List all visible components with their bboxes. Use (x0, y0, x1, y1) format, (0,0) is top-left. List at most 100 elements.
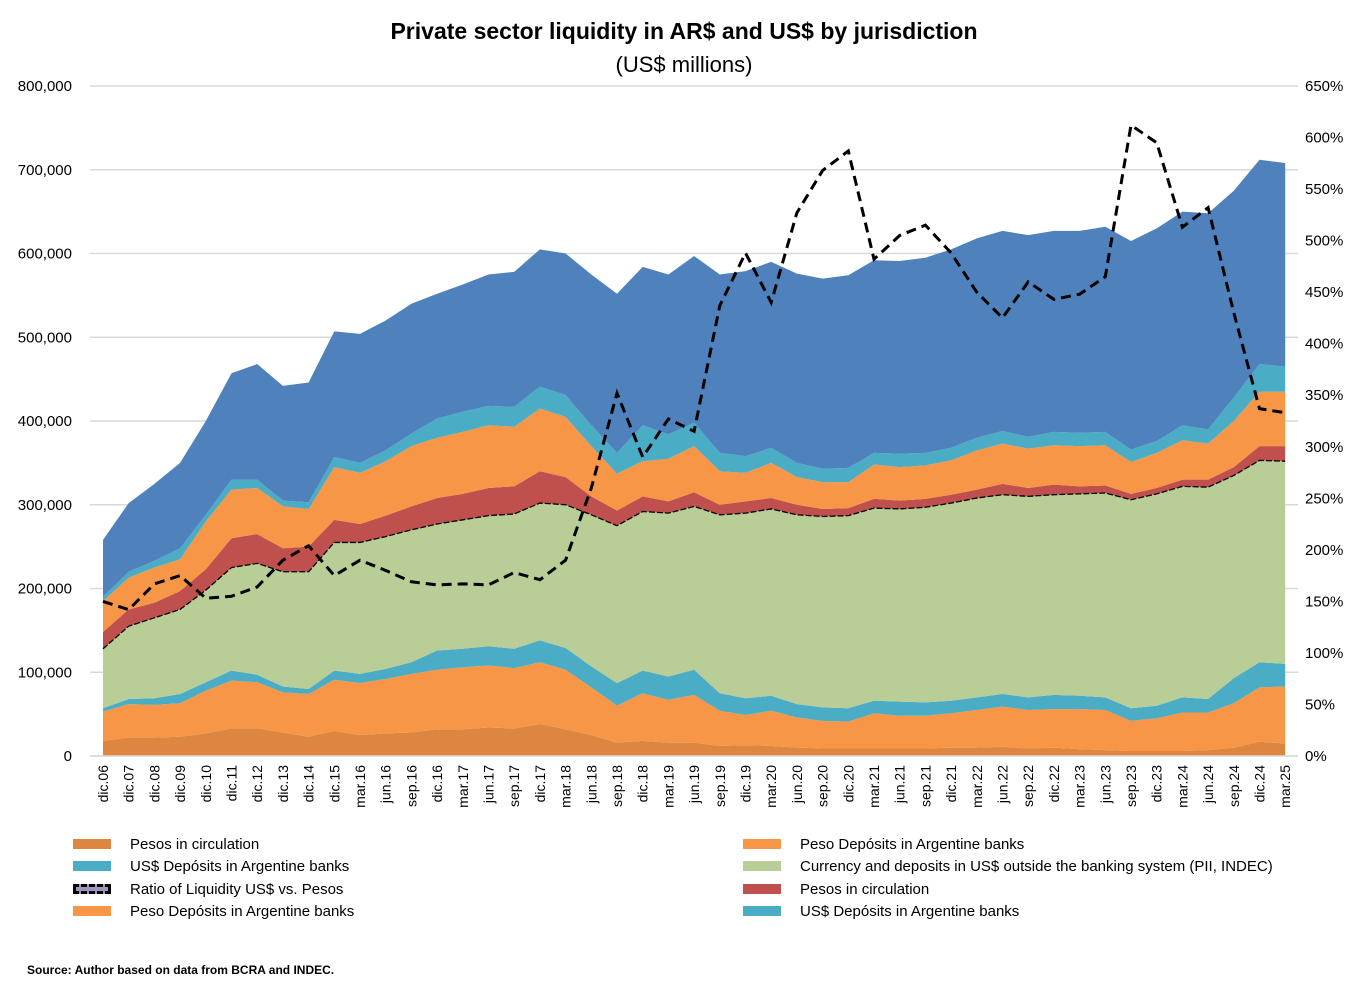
x-tick-label: dic.18 (635, 765, 651, 803)
x-tick-label: dic.17 (532, 765, 548, 803)
x-tick-label: jun.23 (1097, 765, 1113, 804)
legend-swatch (743, 861, 781, 871)
x-tick-label: sep.21 (917, 765, 933, 807)
legend-swatch (743, 884, 781, 894)
x-tick-label: jun.16 (378, 765, 394, 804)
x-tick-label: dic.07 (121, 765, 137, 803)
legend-swatch (743, 906, 781, 916)
x-tick-label: mar.19 (660, 765, 676, 808)
y-tick-label: 200,000 (18, 581, 72, 598)
area-series-5 (103, 391, 1286, 633)
legend-label: Peso Depósits in Argentine banks (800, 835, 1025, 853)
legend-label: Pesos in circulation (130, 835, 260, 853)
x-tick-label: dic.24 (1252, 765, 1268, 803)
x-tick-label: sep.23 (1123, 765, 1139, 807)
y-tick-label: 700,000 (18, 162, 72, 179)
legend-label: Pesos in circulation (800, 880, 930, 898)
x-tick-label: dic.16 (429, 765, 445, 803)
x-tick-label: sep.22 (1020, 765, 1036, 807)
y2-tick-label: 550% (1305, 181, 1343, 198)
y-tick-label: 600,000 (18, 246, 72, 263)
y-tick-label: 300,000 (18, 497, 72, 514)
x-tick-label: mar.18 (558, 765, 574, 808)
legend-item: US$ Depósits in Argentine banks (743, 901, 1019, 921)
x-tick-label: sep.24 (1226, 765, 1242, 807)
y-tick-label: 800,000 (18, 78, 72, 95)
x-tick-label: dic.19 (738, 765, 754, 803)
legend-label: Ratio of Liquidity US$ vs. Pesos (130, 880, 344, 898)
x-tick-label: dic.20 (840, 765, 856, 803)
y2-tick-label: 100% (1305, 645, 1343, 662)
x-tick-label: mar.20 (763, 765, 779, 808)
x-tick-label: dic.15 (326, 765, 342, 803)
x-tick-label: dic.12 (249, 765, 265, 803)
legend-swatch (743, 839, 781, 849)
y2-tick-label: 650% (1305, 78, 1343, 95)
area-series-2 (103, 640, 1286, 722)
legend-label: US$ Depósits in Argentine banks (800, 902, 1020, 920)
y-tick-label: 500,000 (18, 329, 72, 346)
y-tick-label: 0 (64, 748, 72, 765)
green-boundary-line (102, 459, 1286, 650)
x-tick-label: sep.16 (403, 765, 419, 807)
x-tick-label: mar.17 (455, 765, 471, 808)
y2-tick-label: 600% (1305, 130, 1343, 147)
area-series-1 (103, 662, 1286, 751)
x-tick-label: mar.22 (969, 765, 985, 808)
legend-label: Peso Depósits in Argentine banks (130, 902, 355, 920)
legend-item: US$ Depósits in Argentine banks (73, 856, 349, 876)
y2-tick-label: 450% (1305, 284, 1343, 301)
chart-subtitle: (US$ millions) (615, 52, 753, 77)
area-series-3 (103, 460, 1286, 709)
x-tick-label: mar.21 (866, 765, 882, 808)
x-tick-label: dic.10 (198, 765, 214, 803)
x-tick-label: sep.19 (712, 765, 728, 807)
x-tick-label: dic.09 (172, 765, 188, 803)
x-tick-label: jun.21 (892, 765, 908, 804)
x-tick-label: jun.24 (1200, 765, 1216, 804)
x-tick-label: mar.25 (1277, 765, 1293, 808)
y2-tick-label: 250% (1305, 490, 1343, 507)
x-tick-label: dic.08 (146, 765, 162, 803)
y2-tick-label: 0% (1305, 748, 1327, 765)
x-tick-label: mar.23 (1072, 765, 1088, 808)
legend-item: Ratio of Liquidity US$ vs. Pesos (73, 879, 343, 899)
x-tick-label: sep.17 (506, 765, 522, 807)
x-tick-label: dic.14 (301, 765, 317, 803)
y2-tick-label: 50% (1305, 696, 1335, 713)
x-tick-label: mar.24 (1174, 765, 1190, 808)
y-tick-label: 400,000 (18, 413, 72, 430)
y2-tick-label: 350% (1305, 387, 1343, 404)
x-tick-label: jun.19 (686, 765, 702, 804)
source-note: Source: Author based on data from BCRA a… (27, 963, 335, 977)
x-tick-label: dic.13 (275, 765, 291, 803)
y2-tick-label: 200% (1305, 542, 1343, 559)
chart-title: Private sector liquidity in AR$ and US$ … (390, 18, 978, 44)
legend-item: Peso Depósits in Argentine banks (73, 901, 354, 921)
x-tick-label: jun.22 (995, 765, 1011, 804)
x-tick-label: sep.20 (815, 765, 831, 807)
x-tick-label: dic.22 (1046, 765, 1062, 803)
x-tick-label: jun.18 (583, 765, 599, 804)
x-tick-label: sep.18 (609, 765, 625, 807)
x-tick-label: jun.17 (481, 765, 497, 804)
y2-tick-label: 500% (1305, 233, 1343, 250)
y2-tick-label: 300% (1305, 439, 1343, 456)
legend-item: Pesos in circulation (73, 834, 259, 854)
legend-swatch-dashed (73, 884, 111, 894)
x-tick-label: dic.21 (943, 765, 959, 803)
legend-label: US$ Depósits in Argentine banks (130, 857, 350, 875)
legend-item: Peso Depósits in Argentine banks (743, 834, 1024, 854)
legend-swatch (73, 861, 111, 871)
legend-swatch (73, 906, 111, 916)
area-series-7 (103, 159, 1286, 597)
y2-tick-label: 150% (1305, 593, 1343, 610)
y-tick-label: 100,000 (18, 664, 72, 681)
y2-tick-label: 400% (1305, 336, 1343, 353)
x-tick-label: jun.20 (789, 765, 805, 804)
area-series-0 (103, 724, 1286, 756)
legend-item: Currency and deposits in US$ outside the… (743, 856, 1273, 876)
x-tick-label: dic.11 (224, 765, 240, 802)
